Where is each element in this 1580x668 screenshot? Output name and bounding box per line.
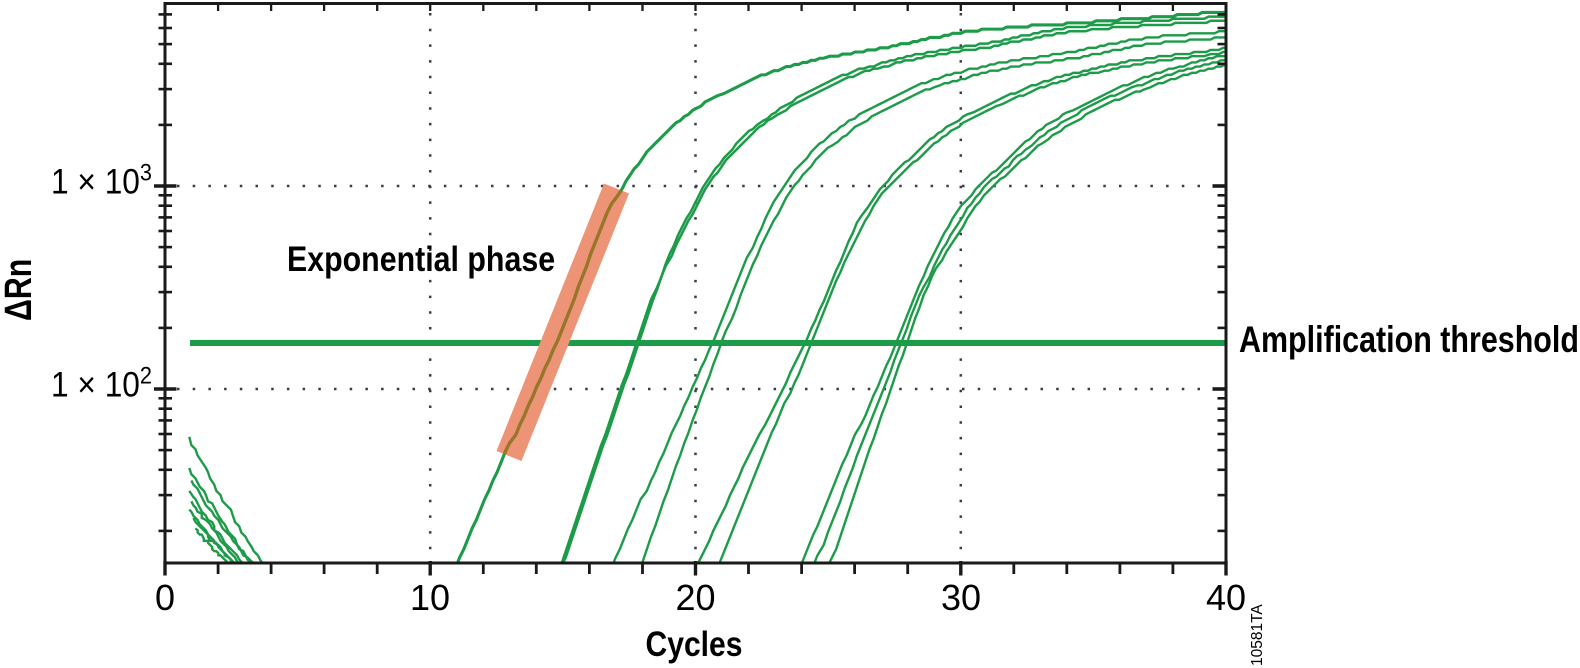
svg-text:Cycles: Cycles — [646, 624, 743, 664]
svg-text:20: 20 — [675, 577, 715, 618]
svg-text:0: 0 — [155, 577, 175, 618]
svg-text:10581TA: 10581TA — [1249, 604, 1266, 666]
svg-text:1 × 103: 1 × 103 — [51, 158, 152, 201]
svg-text:10: 10 — [410, 577, 450, 618]
svg-text:40: 40 — [1206, 577, 1246, 618]
svg-text:30: 30 — [941, 577, 981, 618]
svg-text:1 × 102: 1 × 102 — [51, 361, 152, 404]
svg-text:Exponential phase: Exponential phase — [287, 239, 555, 279]
svg-text:Amplification threshold: Amplification threshold — [1239, 319, 1579, 360]
svg-text:ΔRn: ΔRn — [0, 259, 40, 321]
